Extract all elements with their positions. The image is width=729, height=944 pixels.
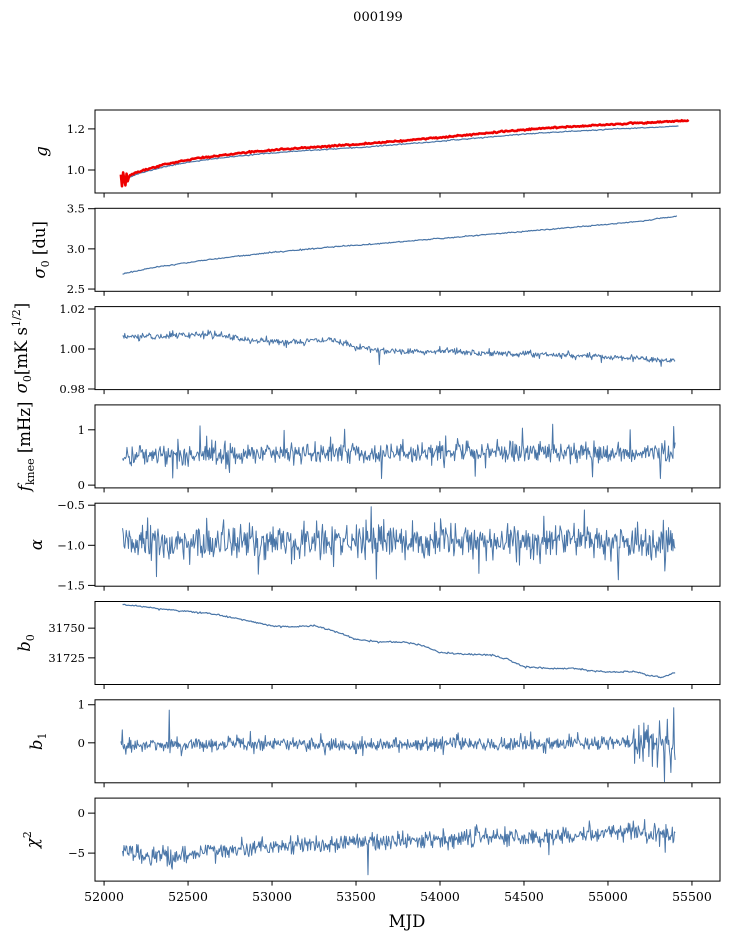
panel-border	[94, 207, 721, 292]
x-tick-label: 53500	[336, 889, 376, 904]
series-g-smooth-blue	[120, 125, 679, 182]
y-tick-label: −5	[68, 846, 85, 860]
y-tick-label: 0	[78, 806, 85, 820]
y-axis-label-alpha: α	[27, 539, 46, 550]
y-tick-label: −0.5	[57, 498, 85, 512]
y-tick-label: 3.0	[67, 242, 85, 256]
x-tick-label: 53000	[252, 889, 292, 904]
x-tick-label: 54500	[504, 889, 544, 904]
figure-title: 000199	[353, 10, 403, 25]
y-tick-label: −1.0	[57, 538, 85, 552]
series-g-measured-red	[119, 118, 690, 188]
y-axis-label-chi2: χ2	[21, 831, 42, 849]
x-axis-title: MJD	[389, 912, 426, 931]
y-tick-label: 1.0	[67, 163, 85, 177]
x-tick-label: 52500	[168, 889, 208, 904]
panel-border	[94, 109, 721, 194]
panel-f_knee: 0 1 fknee [mHz]	[15, 402, 721, 494]
series-b1	[120, 707, 676, 783]
y-tick-label: 0	[78, 478, 85, 492]
y-tick-label: −1.5	[57, 578, 85, 592]
y-tick-label: 3.5	[67, 202, 85, 216]
series-b0	[122, 603, 676, 679]
panel-border	[94, 502, 721, 587]
y-tick-label: 1.2	[67, 122, 85, 136]
series-chi2	[122, 818, 676, 876]
panel-border	[94, 601, 721, 685]
x-tick-label: 55500	[672, 889, 712, 904]
y-tick-label: 0.98	[59, 382, 85, 396]
panel-b1: 0 1 b1	[27, 698, 721, 788]
panels-group: 1.0 1.2 g 2.5 3.0 3.5 σ0 [du] 0.98 1.00 1.02 σ0[mK…	[10, 109, 721, 904]
panel-g: 1.0 1.2 g	[32, 109, 721, 198]
y-tick-label: 2.5	[67, 282, 85, 296]
y-axis-label-sigma0_du: σ0 [du]	[30, 221, 52, 279]
x-tick-label: 54000	[420, 889, 460, 904]
panel-border	[94, 404, 721, 489]
panel-border	[94, 699, 721, 784]
panel-b0: 31725 31750 b0	[15, 601, 721, 689]
y-tick-label: 1	[78, 698, 85, 712]
y-axis-label-sigma0_mK: σ0[mK s1/2]	[10, 303, 34, 394]
panel-sigma0_du: 2.5 3.0 3.5 σ0 [du]	[30, 202, 721, 296]
y-axis-label-b0: b0	[15, 634, 37, 652]
y-tick-label: 1.00	[59, 342, 85, 356]
panel-alpha: −1.5 −1.0 −0.5 α	[27, 498, 721, 592]
series-sigma0-mK	[122, 329, 676, 367]
y-tick-label: 1.02	[59, 302, 85, 316]
x-tick-label: 55000	[588, 889, 628, 904]
y-tick-label: 31750	[48, 621, 85, 635]
panel-chi2: −5 0 52000 52500 53000 53500 54000 54500 55000 55…	[21, 797, 721, 904]
panel-border	[94, 797, 721, 882]
panel-border	[94, 306, 721, 391]
series-alpha	[122, 506, 676, 581]
series-f-knee	[122, 423, 676, 479]
series-sigma0-du	[122, 215, 678, 275]
y-tick-label: 31725	[48, 651, 85, 665]
y-tick-label: 1	[78, 423, 85, 437]
y-tick-label: 0	[78, 736, 85, 750]
y-axis-label-g: g	[32, 146, 51, 157]
panel-sigma0_mK: 0.98 1.00 1.02 σ0[mK s1/2]	[10, 302, 721, 396]
y-axis-label-f_knee: fknee [mHz]	[15, 402, 37, 494]
y-axis-label-b1: b1	[27, 733, 49, 751]
x-tick-label: 52000	[84, 889, 124, 904]
